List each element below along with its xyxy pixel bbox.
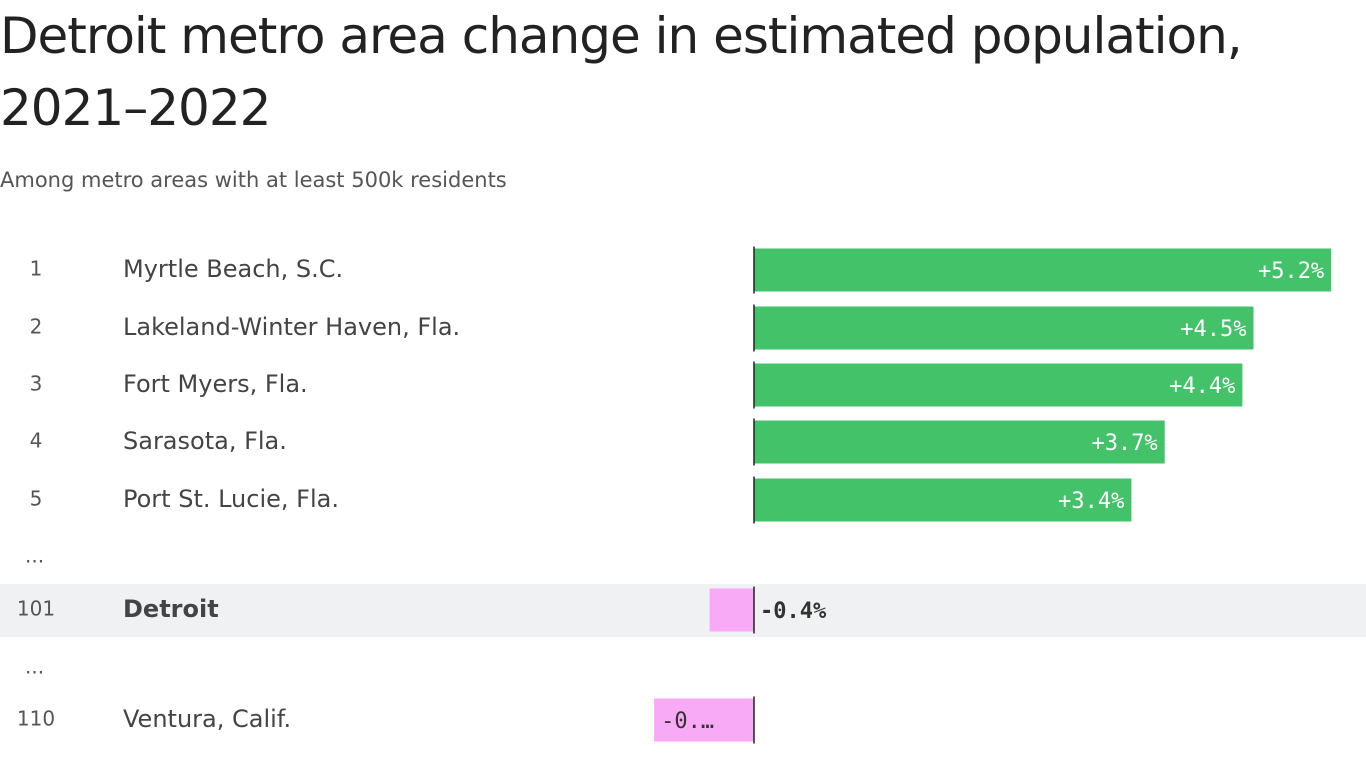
category-label: Sarasota, Fla. <box>123 427 287 455</box>
rank-label: 101 <box>17 597 55 621</box>
value-label: -0.… <box>661 709 714 734</box>
bar <box>754 420 1165 464</box>
category-label: Detroit <box>123 595 219 623</box>
chart-subtitle: Among metro areas with at least 500k res… <box>0 168 507 192</box>
value-label: +4.5% <box>1180 317 1246 342</box>
value-label: +4.4% <box>1169 374 1235 399</box>
category-label: Lakeland-Winter Haven, Fla. <box>123 313 460 341</box>
rank-label: 4 <box>30 429 43 453</box>
category-label: Fort Myers, Fla. <box>123 370 308 398</box>
bar <box>709 588 754 632</box>
category-label: Myrtle Beach, S.C. <box>123 255 343 283</box>
rank-label: 110 <box>17 707 55 731</box>
value-label: +3.4% <box>1058 489 1124 514</box>
rank-label: 1 <box>30 257 43 281</box>
rank-label: ... <box>25 544 44 568</box>
highlight-row <box>0 584 1366 637</box>
bar <box>754 248 1332 292</box>
value-label: -0.4% <box>760 599 827 624</box>
bar <box>754 363 1243 407</box>
value-label: +3.7% <box>1091 431 1157 456</box>
rank-label: ... <box>25 655 44 679</box>
category-label: Ventura, Calif. <box>123 705 291 733</box>
chart-title: Detroit metro area change in estimated p… <box>0 7 1243 137</box>
bar <box>754 478 1132 522</box>
rank-label: 2 <box>30 315 43 339</box>
bar <box>754 306 1254 350</box>
rank-label: 3 <box>30 372 43 396</box>
value-label: +5.2% <box>1258 259 1324 284</box>
bar <box>654 698 754 742</box>
category-label: Port St. Lucie, Fla. <box>123 485 339 513</box>
rank-label: 5 <box>30 487 43 511</box>
